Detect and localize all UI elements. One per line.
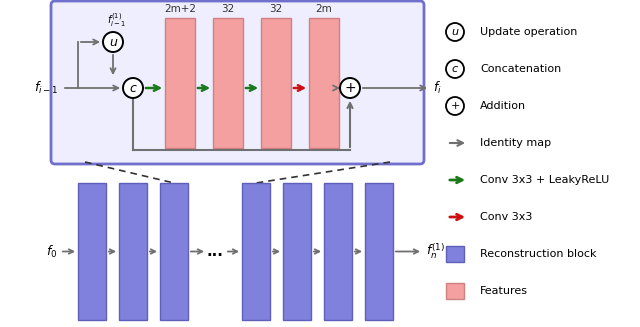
FancyBboxPatch shape xyxy=(51,1,424,164)
FancyBboxPatch shape xyxy=(78,183,106,320)
Circle shape xyxy=(123,78,143,98)
Text: c: c xyxy=(452,64,458,74)
FancyBboxPatch shape xyxy=(446,283,464,299)
Circle shape xyxy=(103,32,123,52)
Text: ...: ... xyxy=(207,244,223,259)
Text: u: u xyxy=(109,36,117,48)
Text: $f_0$: $f_0$ xyxy=(45,243,57,260)
Text: $f_{i-1}^{(1)}$: $f_{i-1}^{(1)}$ xyxy=(107,11,126,29)
FancyBboxPatch shape xyxy=(160,183,188,320)
Text: Identity map: Identity map xyxy=(480,138,551,148)
Text: $f_i$: $f_i$ xyxy=(433,80,442,96)
FancyBboxPatch shape xyxy=(119,183,147,320)
Circle shape xyxy=(446,60,464,78)
FancyBboxPatch shape xyxy=(242,183,270,320)
Text: Features: Features xyxy=(480,286,528,296)
FancyBboxPatch shape xyxy=(309,18,339,148)
Text: 2m: 2m xyxy=(316,4,332,14)
FancyBboxPatch shape xyxy=(324,183,352,320)
FancyBboxPatch shape xyxy=(283,183,311,320)
Text: +: + xyxy=(451,101,460,111)
Text: 32: 32 xyxy=(221,4,235,14)
Text: 2m+2: 2m+2 xyxy=(164,4,196,14)
Circle shape xyxy=(340,78,360,98)
Text: +: + xyxy=(344,81,356,95)
Text: Conv 3x3 + LeakyReLU: Conv 3x3 + LeakyReLU xyxy=(480,175,609,185)
Text: c: c xyxy=(129,81,136,95)
Text: Reconstruction block: Reconstruction block xyxy=(480,249,596,259)
Text: 32: 32 xyxy=(269,4,283,14)
Text: Addition: Addition xyxy=(480,101,526,111)
Text: $f_{i-1}$: $f_{i-1}$ xyxy=(34,80,58,96)
Text: u: u xyxy=(451,27,458,37)
FancyBboxPatch shape xyxy=(213,18,243,148)
Circle shape xyxy=(446,97,464,115)
FancyBboxPatch shape xyxy=(446,246,464,262)
Text: Concatenation: Concatenation xyxy=(480,64,561,74)
Text: $f_n^{(1)}$: $f_n^{(1)}$ xyxy=(426,242,445,261)
FancyBboxPatch shape xyxy=(165,18,195,148)
FancyBboxPatch shape xyxy=(365,183,393,320)
Circle shape xyxy=(446,23,464,41)
Text: Conv 3x3: Conv 3x3 xyxy=(480,212,532,222)
Text: Update operation: Update operation xyxy=(480,27,577,37)
FancyBboxPatch shape xyxy=(261,18,291,148)
